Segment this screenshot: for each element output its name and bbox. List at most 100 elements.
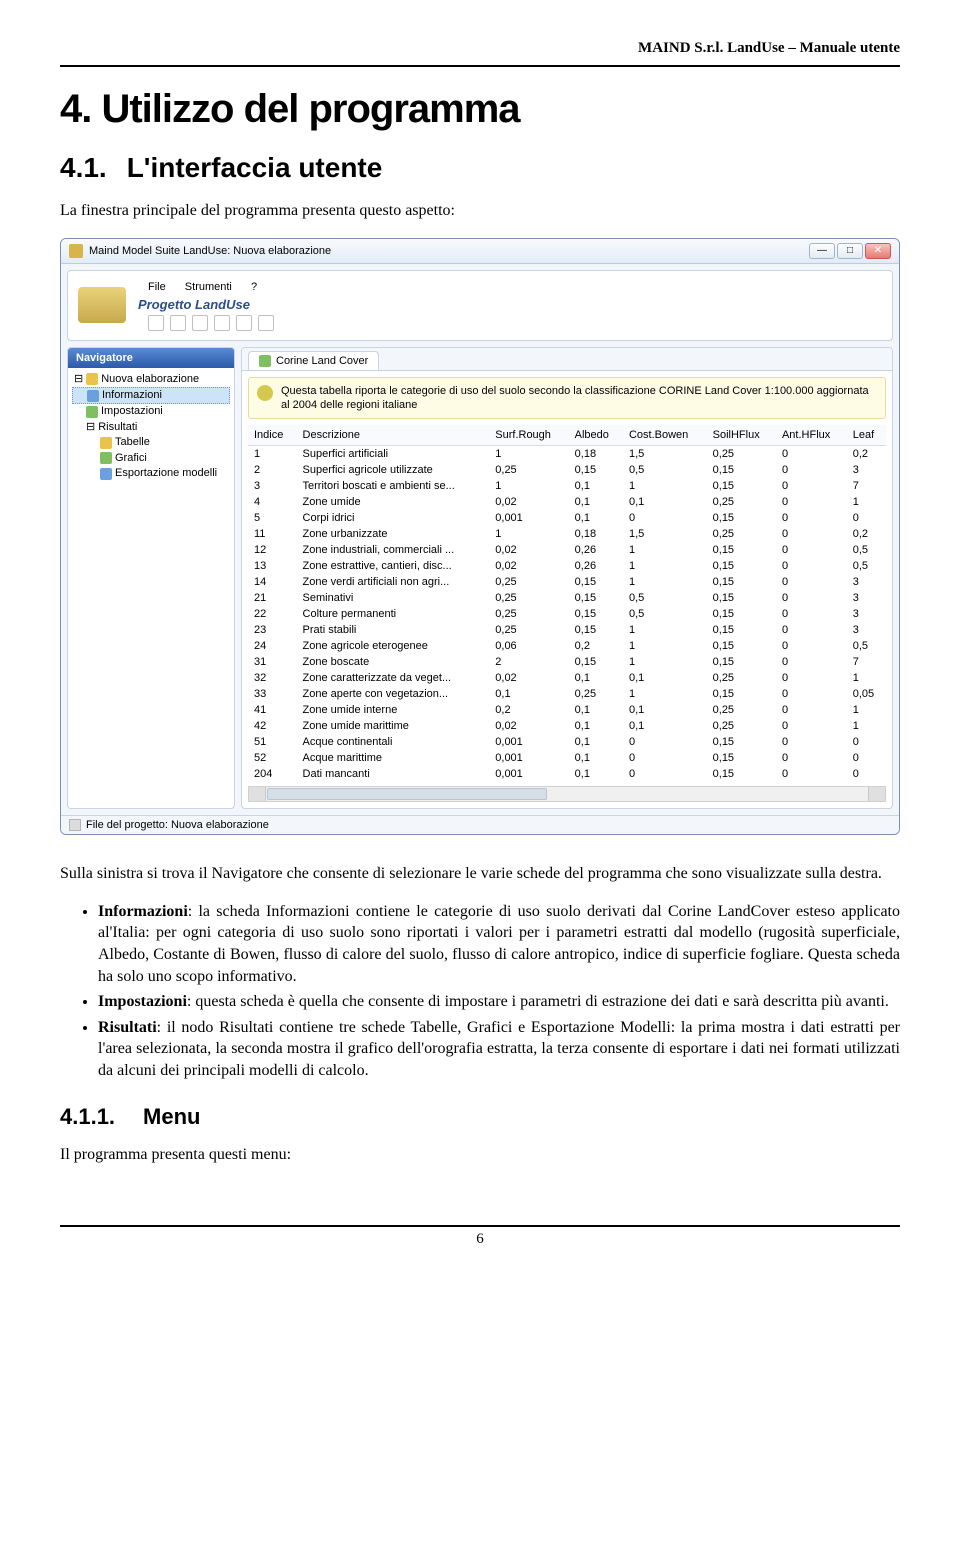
table-cell: 0,18 [569,526,623,542]
tree-esportazione[interactable]: Esportazione modelli [72,466,230,481]
tree-informazioni[interactable]: Informazioni [72,387,230,404]
table-row[interactable]: 5Corpi idrici0,0010,100,1500 [248,510,886,526]
table-cell: 2 [489,654,568,670]
tree-tabelle[interactable]: Tabelle [72,435,230,450]
table-cell: 0,1 [569,478,623,494]
toolbar-btn-4[interactable] [214,315,230,331]
menu-help[interactable]: ? [251,281,257,293]
bullet-text: : il nodo Risultati contiene tre schede … [98,1019,900,1079]
table-cell: 0 [776,766,847,782]
table-cell: 0,1 [569,718,623,734]
table-row[interactable]: 22Colture permanenti0,250,150,50,1503 [248,606,886,622]
table-header-cell[interactable]: Indice [248,425,297,446]
table-cell: 0,15 [707,462,776,478]
table-cell: 0,5 [623,606,707,622]
table-cell: 0,5 [623,462,707,478]
folder-icon [86,373,98,385]
table-header-cell[interactable]: Descrizione [297,425,490,446]
tree-grafici[interactable]: Grafici [72,451,230,466]
header-rule [60,65,900,67]
table-header-cell[interactable]: SoilHFlux [707,425,776,446]
table-cell: 0,25 [707,702,776,718]
table-row[interactable]: 51Acque continentali0,0010,100,1500 [248,734,886,750]
table-row[interactable]: 32Zone caratterizzate da veget...0,020,1… [248,670,886,686]
h3-number: 4.1.1. [60,1104,115,1129]
table-cell: 23 [248,622,297,638]
table-cell: 0 [776,510,847,526]
tree-root[interactable]: ⊟ Nuova elaborazione [72,372,230,387]
table-row[interactable]: 11Zone urbanizzate10,181,50,2500,2 [248,526,886,542]
table-cell: 41 [248,702,297,718]
tree-item-label: Tabelle [115,435,150,450]
tree-item-label: Impostazioni [101,404,163,419]
tab-corine[interactable]: Corine Land Cover [248,351,379,370]
tree-impostazioni[interactable]: Impostazioni [72,404,230,419]
table-cell: 51 [248,734,297,750]
maximize-button[interactable]: □ [837,243,863,259]
table-cell: 0,25 [707,494,776,510]
toolbar-btn-3[interactable] [192,315,208,331]
toolbar-btn-5[interactable] [236,315,252,331]
table-row[interactable]: 41Zone umide interne0,20,10,10,2501 [248,702,886,718]
settings-icon [86,406,98,418]
table-row[interactable]: 204Dati mancanti0,0010,100,1500 [248,766,886,782]
table-cell: 0,2 [489,702,568,718]
table-cell: 0,02 [489,494,568,510]
scrollbar-thumb[interactable] [267,788,547,800]
table-row[interactable]: 23Prati stabili0,250,1510,1503 [248,622,886,638]
table-cell: 0,15 [707,510,776,526]
table-row[interactable]: 12Zone industriali, commerciali ...0,020… [248,542,886,558]
table-cell: 0,02 [489,670,568,686]
table-cell: 0,2 [569,638,623,654]
table-row[interactable]: 2Superfici agricole utilizzate0,250,150,… [248,462,886,478]
bullet-text: : la scheda Informazioni contiene le cat… [98,903,900,985]
menu-file[interactable]: File [148,281,166,293]
table-header-cell[interactable]: Surf.Rough [489,425,568,446]
table-cell: 0,15 [707,542,776,558]
table-row[interactable]: 1Superfici artificiali10,181,50,2500,2 [248,446,886,463]
status-icon [69,819,81,831]
table-header-cell[interactable]: Ant.HFlux [776,425,847,446]
table-cell: 0,02 [489,542,568,558]
table-row[interactable]: 14Zone verdi artificiali non agri...0,25… [248,574,886,590]
data-table-wrap: IndiceDescrizioneSurf.RoughAlbedoCost.Bo… [248,425,886,782]
table-cell: 0,15 [569,622,623,638]
close-button[interactable]: ✕ [865,243,891,259]
table-row[interactable]: 31Zone boscate20,1510,1507 [248,654,886,670]
table-cell: 21 [248,590,297,606]
table-row[interactable]: 3Territori boscati e ambienti se...10,11… [248,478,886,494]
table-cell: 0 [776,702,847,718]
table-header-cell[interactable]: Leaf [847,425,886,446]
table-row[interactable]: 13Zone estrattive, cantieri, disc...0,02… [248,558,886,574]
table-cell: 0,05 [847,686,886,702]
table-cell: 0,2 [847,526,886,542]
table-cell: 14 [248,574,297,590]
table-row[interactable]: 52Acque marittime0,0010,100,1500 [248,750,886,766]
horizontal-scrollbar[interactable] [248,786,886,802]
bullet-text: : questa scheda è quella che consente di… [187,993,889,1010]
toolbar-btn-2[interactable] [170,315,186,331]
table-cell: 3 [847,462,886,478]
table-cell: 0,02 [489,558,568,574]
heading-3: 4.1.1.Menu [60,1104,900,1130]
table-cell: 0,1 [569,766,623,782]
table-row[interactable]: 4Zone umide0,020,10,10,2501 [248,494,886,510]
bullet-list: Informazioni: la scheda Informazioni con… [60,901,900,1082]
menu-strumenti[interactable]: Strumenti [185,281,232,293]
table-row[interactable]: 24Zone agricole eterogenee0,060,210,1500… [248,638,886,654]
table-row[interactable]: 33Zone aperte con vegetazion...0,10,2510… [248,686,886,702]
table-header-cell[interactable]: Albedo [569,425,623,446]
table-row[interactable]: 21Seminativi0,250,150,50,1503 [248,590,886,606]
table-cell: 0,1 [569,494,623,510]
tree-item-label: Esportazione modelli [115,466,217,481]
table-cell: 0,15 [707,750,776,766]
tab-row: Corine Land Cover [242,348,892,371]
toolbar-btn-1[interactable] [148,315,164,331]
table-cell: 0 [623,734,707,750]
table-cell: Zone estrattive, cantieri, disc... [297,558,490,574]
table-header-cell[interactable]: Cost.Bowen [623,425,707,446]
table-row[interactable]: 42Zone umide marittime0,020,10,10,2501 [248,718,886,734]
tree-risultati[interactable]: ⊟ Risultati [72,420,230,435]
toolbar-btn-6[interactable] [258,315,274,331]
minimize-button[interactable]: — [809,243,835,259]
